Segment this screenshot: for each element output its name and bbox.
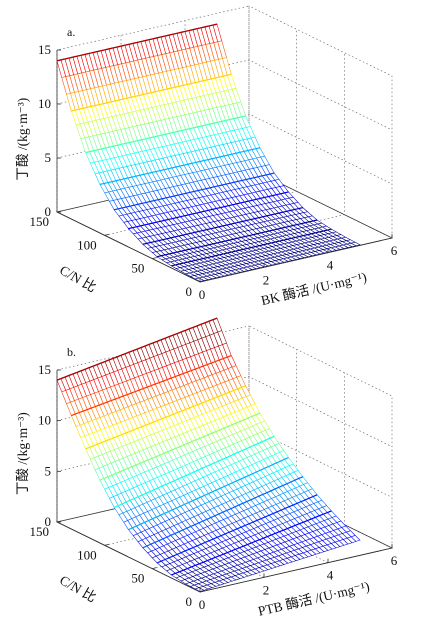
y-tick-label: 0 (186, 594, 193, 609)
y-tick-label: 50 (131, 571, 144, 586)
surface-mesh (56, 23, 361, 282)
y-tick-label: 100 (77, 237, 97, 252)
surface-top-edge (56, 317, 218, 381)
x-tick-label: 6 (391, 553, 398, 568)
x-axis-title: BK 酶活 /(U·mg⁻¹) (260, 269, 369, 308)
x-tick-label: 4 (327, 568, 334, 583)
x-tick-label: 2 (263, 272, 270, 287)
y-tick-label: 0 (186, 284, 193, 299)
surface-level-line (99, 147, 261, 185)
y-tick (104, 543, 109, 546)
surface-level-line (128, 456, 289, 531)
y-tick (199, 590, 205, 593)
z-gridline (56, 376, 393, 447)
panel-label: b. (67, 345, 76, 359)
y-tick-label: 150 (30, 214, 50, 229)
surface-cell (350, 535, 361, 542)
y-tick (56, 520, 62, 523)
surface-level-line (156, 219, 318, 258)
y-tick-label: 100 (77, 547, 97, 562)
surface-level-line (128, 191, 289, 230)
surface-level-line (85, 115, 246, 154)
x-tick-label: 2 (263, 582, 270, 597)
z-tick-label: 10 (38, 413, 51, 428)
z-axis-title: 丁酸 /(kg·m⁻³) (15, 98, 30, 181)
x-tick-label: 0 (199, 287, 206, 302)
surface-level-line (142, 207, 303, 245)
y-tick (56, 210, 62, 213)
x-tick-label: 4 (327, 258, 334, 273)
y-tick (199, 280, 205, 283)
surface-level-line (142, 476, 304, 549)
y-tick-label: 50 (131, 261, 144, 276)
surface-level-line (99, 412, 261, 481)
z-tick-label: 5 (45, 463, 52, 478)
z-gridline (56, 113, 393, 185)
surface-level-line (114, 172, 275, 211)
z-tick-label: 0 (45, 204, 52, 219)
z-tick-label: 0 (45, 514, 52, 529)
surface-mesh (56, 317, 361, 592)
panel-label: a. (67, 25, 75, 39)
y-gridline (104, 29, 297, 236)
y-axis-title: C/N 比 (57, 572, 99, 605)
z-tick-label: 15 (38, 42, 51, 57)
surface-cell (350, 241, 361, 247)
y-gridline (152, 52, 345, 259)
x-tick-label: 6 (391, 243, 398, 258)
x-axis-title: PTB 酶活 /(U·mg⁻¹) (257, 579, 371, 619)
surface-level-line (113, 435, 275, 508)
surface-level-line (171, 228, 332, 267)
z-tick-label: 10 (38, 96, 51, 111)
surface-level-line (171, 510, 332, 576)
surface-level-line (71, 73, 232, 112)
y-tick-label: 150 (30, 524, 50, 539)
y-tick (152, 257, 157, 260)
side-wall (248, 5, 393, 239)
surface-level-line (71, 354, 232, 417)
z-tick-label: 15 (38, 362, 51, 377)
surface-level-line (156, 494, 318, 564)
z-gridline (56, 59, 393, 131)
z-tick-label: 5 (45, 150, 52, 165)
surface-level-line (85, 385, 246, 450)
y-tick (152, 567, 157, 570)
y-tick (104, 233, 109, 236)
surface-top-edge (56, 23, 218, 62)
y-axis-title: C/N 比 (57, 262, 99, 295)
z-axis-title: 丁酸 /(kg·m⁻³) (15, 412, 30, 495)
x-tick-label: 0 (199, 597, 206, 612)
